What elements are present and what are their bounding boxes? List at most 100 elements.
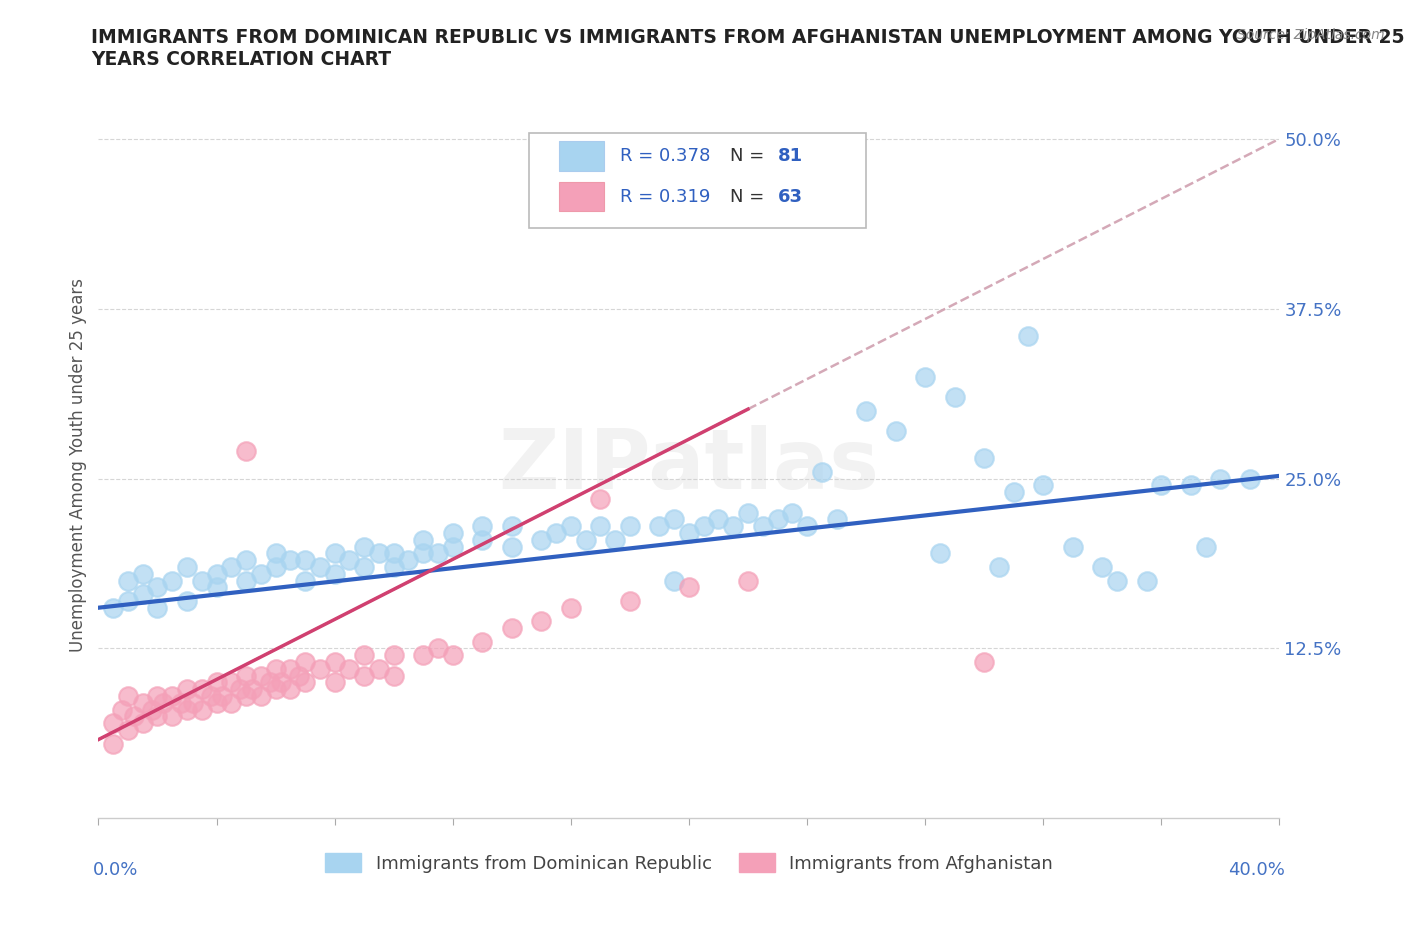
Point [605, 532, 627, 547]
Point [176, 702, 198, 717]
Point [259, 675, 281, 690]
Point [943, 390, 966, 405]
Point [855, 404, 877, 418]
Point [1018, 328, 1040, 343]
Point [988, 560, 1011, 575]
Point [368, 546, 391, 561]
Point [1209, 472, 1232, 486]
Point [146, 688, 169, 703]
Point [309, 661, 332, 676]
Point [664, 573, 686, 588]
Point [162, 688, 183, 703]
Point [294, 655, 316, 670]
Point [782, 505, 804, 520]
Point [530, 614, 553, 629]
Point [471, 634, 494, 649]
Point [176, 560, 198, 575]
Point [103, 737, 125, 751]
Point [1239, 472, 1261, 486]
Point [546, 525, 568, 540]
Point [427, 546, 450, 561]
Point [235, 444, 257, 458]
Point [103, 716, 125, 731]
Point [205, 566, 228, 581]
Point [501, 539, 523, 554]
Point [441, 525, 464, 540]
Point [693, 519, 716, 534]
Point [205, 675, 228, 690]
Point [294, 573, 316, 588]
Point [211, 688, 233, 703]
Point [264, 661, 287, 676]
Point [270, 675, 292, 690]
Point [619, 519, 641, 534]
Point [170, 696, 193, 711]
Point [200, 688, 222, 703]
Point [471, 532, 494, 547]
Point [1107, 573, 1129, 588]
Point [353, 669, 375, 684]
Point [471, 519, 494, 534]
Point [353, 560, 375, 575]
Point [191, 702, 214, 717]
Point [884, 423, 907, 438]
Point [117, 573, 139, 588]
Point [368, 661, 391, 676]
Point [205, 580, 228, 595]
Point [412, 648, 434, 663]
Point [382, 560, 405, 575]
Text: Source: ZipAtlas.com: Source: ZipAtlas.com [1237, 28, 1385, 42]
Point [973, 655, 995, 670]
Point [501, 620, 523, 635]
Point [398, 552, 420, 567]
Point [132, 587, 155, 602]
Text: N =: N = [730, 147, 765, 165]
Point [619, 593, 641, 608]
Point [146, 600, 169, 615]
Point [176, 682, 198, 697]
Point [132, 716, 155, 731]
Point [737, 505, 759, 520]
Point [235, 552, 257, 567]
Legend: Immigrants from Dominican Republic, Immigrants from Afghanistan: Immigrants from Dominican Republic, Immi… [318, 846, 1060, 880]
Point [737, 573, 759, 588]
Text: 0.0%: 0.0% [93, 861, 138, 879]
Point [707, 512, 730, 526]
Point [664, 512, 686, 526]
Point [1062, 539, 1084, 554]
Point [250, 688, 273, 703]
Point [221, 675, 243, 690]
Point [294, 675, 316, 690]
Point [1180, 478, 1202, 493]
Text: R = 0.319: R = 0.319 [620, 188, 711, 206]
Text: ZIPatlas: ZIPatlas [499, 424, 879, 506]
Point [181, 696, 204, 711]
Point [122, 709, 145, 724]
Point [825, 512, 848, 526]
Point [501, 519, 523, 534]
Point [427, 641, 450, 656]
Point [162, 573, 183, 588]
Point [1195, 539, 1218, 554]
Point [294, 552, 316, 567]
Text: 81: 81 [778, 147, 803, 165]
Point [1002, 485, 1025, 499]
Point [412, 532, 434, 547]
Point [132, 566, 155, 581]
Point [111, 702, 134, 717]
Text: R = 0.378: R = 0.378 [620, 147, 711, 165]
Point [412, 546, 434, 561]
Point [560, 519, 582, 534]
Point [117, 723, 139, 737]
Point [235, 688, 257, 703]
Point [678, 525, 700, 540]
Y-axis label: Unemployment Among Youth under 25 years: Unemployment Among Youth under 25 years [69, 278, 87, 652]
Point [1091, 560, 1114, 575]
Point [250, 669, 273, 684]
Point [382, 546, 405, 561]
Point [141, 702, 163, 717]
Point [191, 682, 214, 697]
Point [575, 532, 598, 547]
Point [146, 709, 169, 724]
Text: 40.0%: 40.0% [1229, 861, 1285, 879]
